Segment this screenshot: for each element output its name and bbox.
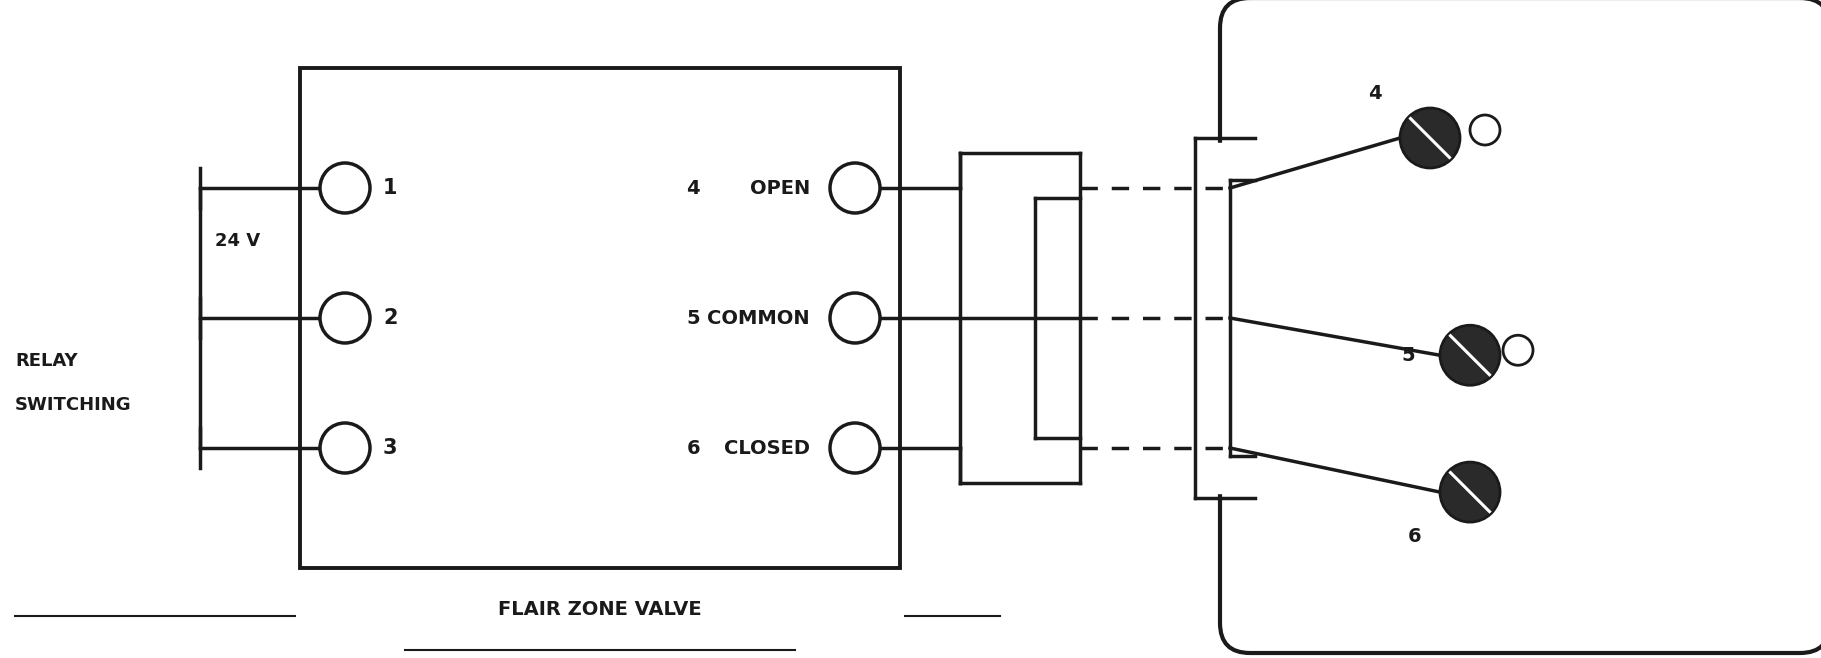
Text: 5: 5 [1402,345,1415,365]
Circle shape [320,293,370,343]
Text: 1: 1 [382,178,397,198]
Bar [1200,143,1249,493]
Text: FLAIR ZONE VALVE: FLAIR ZONE VALVE [499,600,701,619]
Circle shape [1440,325,1501,385]
Text: 24 V: 24 V [215,232,260,250]
Text: 6: 6 [1408,527,1422,546]
Circle shape [1470,115,1501,145]
Text: 4: 4 [1368,84,1382,103]
Text: 3: 3 [382,438,397,458]
FancyBboxPatch shape [1220,0,1821,653]
Text: COMMON: COMMON [707,309,810,328]
Text: 6: 6 [687,438,699,457]
Circle shape [320,163,370,213]
Text: RELAY: RELAY [15,352,78,370]
Bar [300,68,900,568]
Circle shape [830,293,880,343]
Text: 2: 2 [382,308,397,328]
Text: OPEN: OPEN [750,178,810,197]
Circle shape [320,423,370,473]
Circle shape [1400,108,1460,168]
Circle shape [1440,462,1501,522]
Circle shape [1502,335,1533,365]
Text: CLOSED: CLOSED [725,438,810,457]
Text: 4: 4 [687,178,699,197]
Circle shape [830,423,880,473]
Circle shape [830,163,880,213]
Text: SWITCHING: SWITCHING [15,396,131,414]
Text: 5: 5 [687,309,699,328]
